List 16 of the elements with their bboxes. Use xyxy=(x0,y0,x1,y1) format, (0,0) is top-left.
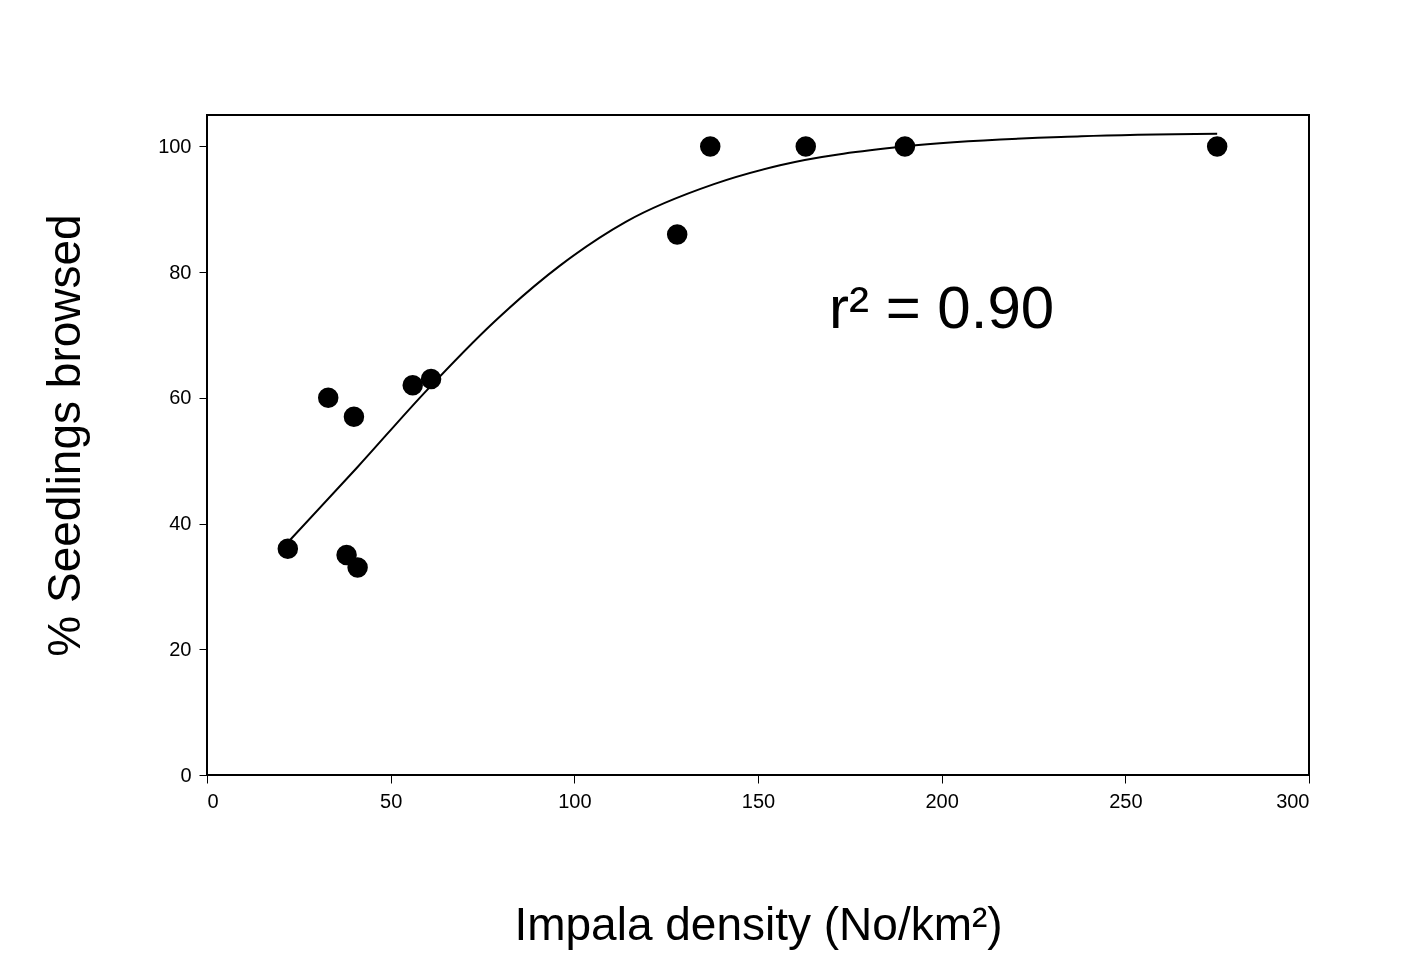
y-tick-label: 80 xyxy=(169,260,192,283)
x-tick-label: 200 xyxy=(925,789,959,812)
y-tick-label: 100 xyxy=(158,134,192,157)
x-tick-label: 300 xyxy=(1276,789,1310,812)
x-tick-label: 100 xyxy=(558,789,592,812)
x-tick-label: 150 xyxy=(741,789,776,812)
x-tick-label: 0 xyxy=(207,789,219,812)
x-tick-label: 50 xyxy=(380,789,403,812)
y-tick-label: 20 xyxy=(169,637,192,660)
y-axis-title: % Seedlings browsed xyxy=(37,214,90,657)
x-tick-label: 250 xyxy=(1109,789,1143,812)
annotation: r² = 0.90 xyxy=(829,274,1055,341)
y-tick-label: 0 xyxy=(180,763,192,786)
x-axis-title: Impala density (No/km²) xyxy=(514,897,1003,950)
y-tick-label: 60 xyxy=(169,386,192,409)
y-tick-label: 40 xyxy=(169,512,192,535)
